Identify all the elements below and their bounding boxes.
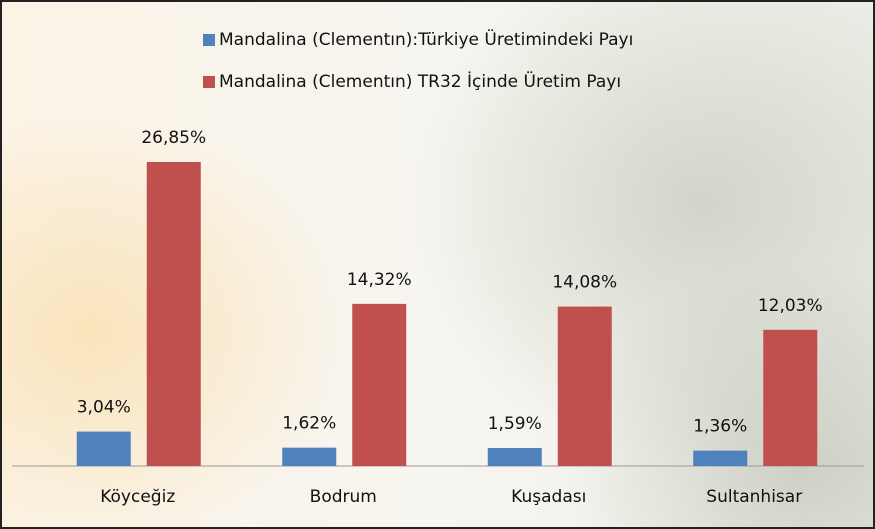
x-tick-label: Bodrum [310,487,377,507]
bar [558,307,612,466]
legend-label: Mandalina (Clementın) TR32 İçinde Üretim… [219,70,621,92]
bar [488,448,542,466]
bar [763,330,817,466]
bar [147,162,201,466]
x-tick-label: Köyceğiz [100,487,175,507]
bar [352,304,406,466]
legend-swatch [203,34,215,46]
data-label: 14,08% [552,273,617,293]
x-tick-label: Sultanhisar [706,487,802,507]
legend-label: Mandalina (Clementın):Türkiye Üretiminde… [219,28,633,50]
data-label: 3,04% [77,398,131,418]
bar [282,448,336,466]
chart-frame: Mandalina (Clementın):Türkiye Üretiminde… [0,0,875,529]
x-tick-label: Kuşadası [511,487,586,507]
data-label: 1,36% [693,417,747,437]
data-label: 26,85% [141,128,206,148]
data-label: 12,03% [758,296,823,316]
data-label: 14,32% [347,270,412,290]
data-label: 1,59% [488,414,542,434]
data-label: 1,62% [282,414,336,434]
bar [693,451,747,466]
bar [77,432,131,466]
chart: Mandalina (Clementın):Türkiye Üretiminde… [2,2,873,527]
legend-swatch [203,76,215,88]
